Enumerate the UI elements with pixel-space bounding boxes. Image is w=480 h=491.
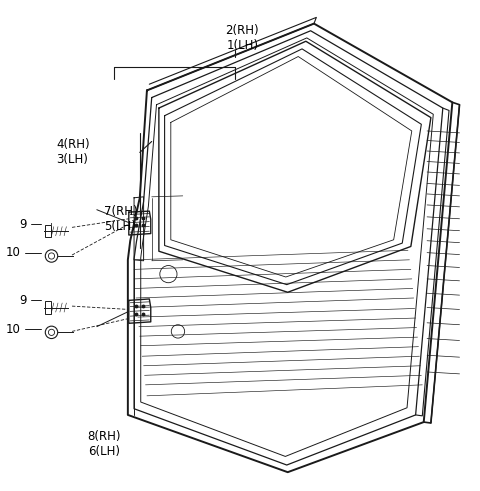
Text: 9: 9 xyxy=(19,294,26,307)
Circle shape xyxy=(45,326,58,339)
Text: 2(RH)
1(LH): 2(RH) 1(LH) xyxy=(226,24,259,52)
Circle shape xyxy=(45,250,58,262)
Text: 10: 10 xyxy=(6,323,21,335)
Text: 4(RH)
3(LH): 4(RH) 3(LH) xyxy=(56,138,90,166)
Circle shape xyxy=(48,329,55,335)
Circle shape xyxy=(48,253,55,259)
Bar xyxy=(46,225,51,237)
Text: 10: 10 xyxy=(6,246,21,259)
Bar xyxy=(46,301,51,314)
Text: 9: 9 xyxy=(19,218,26,231)
Text: 8(RH)
6(LH): 8(RH) 6(LH) xyxy=(87,430,121,458)
Text: 7(RH)
5(LH): 7(RH) 5(LH) xyxy=(104,205,138,233)
